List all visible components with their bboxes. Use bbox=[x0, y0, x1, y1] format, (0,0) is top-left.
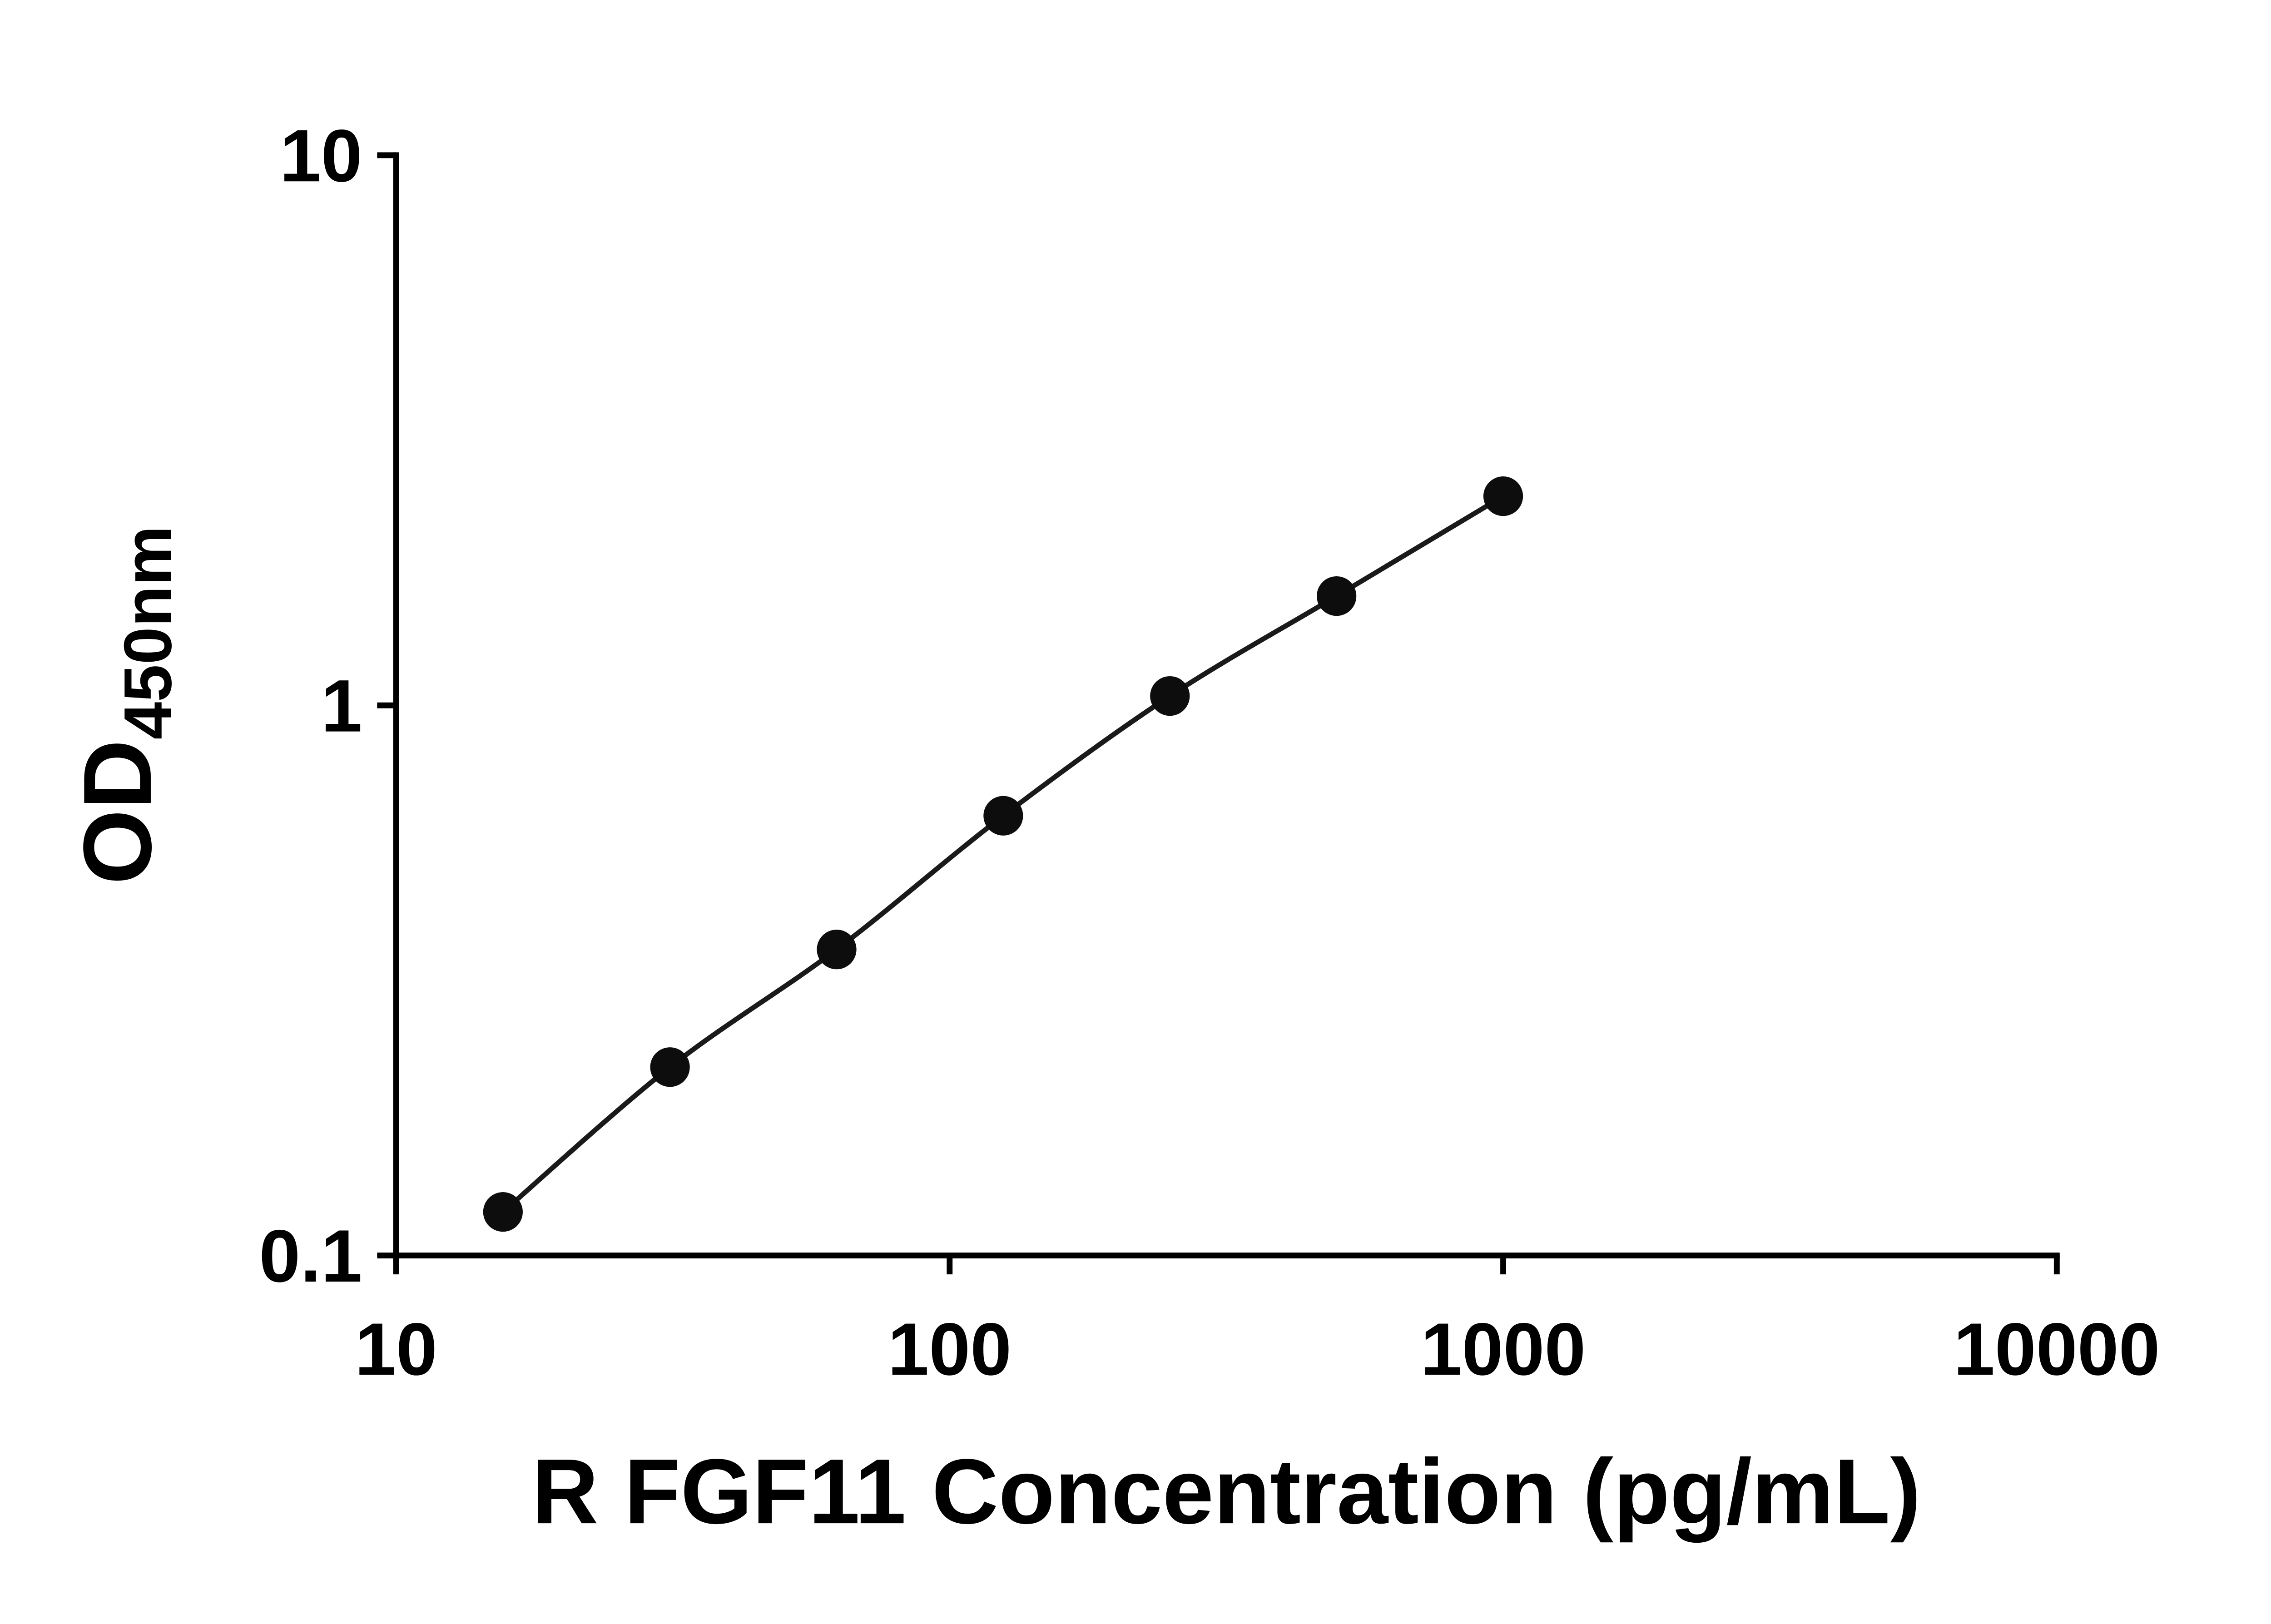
data-point bbox=[1483, 476, 1523, 516]
y-axis-title-subscript: 450nm bbox=[110, 525, 186, 739]
data-point bbox=[817, 930, 857, 970]
data-point bbox=[983, 796, 1023, 836]
x-tick-label: 10 bbox=[355, 1307, 437, 1391]
x-tick-label: 100 bbox=[888, 1307, 1012, 1391]
x-tick-label: 10000 bbox=[1954, 1307, 2160, 1391]
plot-area: 10 100 1000 10000 0.1 1 10 bbox=[259, 114, 2160, 1391]
x-axis-title: R FGF11 Concentration (pg/mL) bbox=[532, 1440, 1921, 1543]
y-tick-label: 0.1 bbox=[259, 1214, 362, 1297]
data-point bbox=[483, 1192, 523, 1232]
y-tick-label: 1 bbox=[321, 664, 362, 748]
x-tick-label: 1000 bbox=[1421, 1307, 1586, 1391]
y-tick-label: 10 bbox=[280, 114, 362, 197]
data-point bbox=[1317, 576, 1357, 616]
data-point bbox=[650, 1047, 690, 1087]
y-axis-title-main: OD bbox=[64, 739, 172, 885]
y-axis-title: OD450nm bbox=[64, 525, 186, 884]
data-point bbox=[1150, 676, 1190, 716]
